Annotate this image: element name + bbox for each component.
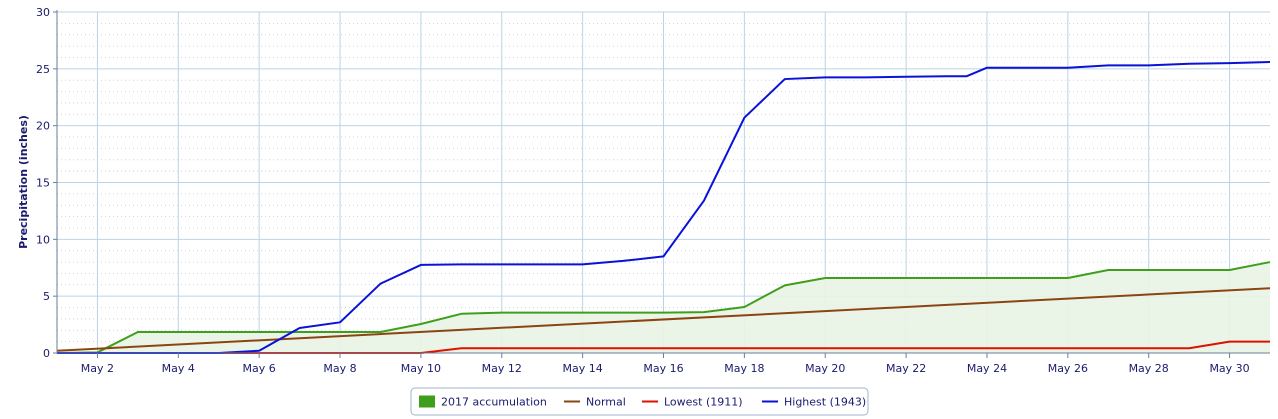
legend-label: Lowest (1911): [664, 396, 743, 409]
x-tick-label: May 18: [724, 362, 764, 375]
axes: 0 5 10 15 20 25 30 May 2 May 4 May 6 May 8 May 10 Ma…: [36, 6, 1270, 375]
x-tick-label: May 16: [643, 362, 683, 375]
legend-box: [410, 387, 869, 416]
legend-item-highest-1943[interactable]: Highest (1943): [762, 396, 866, 409]
legend-label: Highest (1943): [784, 396, 866, 409]
y-axis-label: Precipitation (inches): [17, 115, 30, 249]
series-area-2017-accumulation: [57, 262, 1270, 353]
y-tick-label: 5: [43, 290, 50, 303]
x-tick-label: May 30: [1209, 362, 1249, 375]
y-tick-label: 25: [36, 63, 50, 76]
legend-item-lowest-1911[interactable]: Lowest (1911): [642, 396, 743, 409]
x-tick-label: May 8: [323, 362, 356, 375]
x-tick-label: May 22: [886, 362, 926, 375]
x-tick-label: May 20: [805, 362, 845, 375]
y-tick-label: 10: [36, 233, 50, 246]
legend-item-normal[interactable]: Normal: [564, 396, 626, 409]
legend-label: 2017 accumulation: [441, 396, 547, 409]
legend-item-2017-accumulation[interactable]: 2017 accumulation: [419, 395, 547, 409]
y-tick-label: 0: [43, 347, 50, 360]
y-tick-label: 15: [36, 177, 50, 190]
legend[interactable]: 2017 accumulation Normal Lowest (1911) High…: [410, 387, 869, 416]
legend-swatch-2017-accumulation: [419, 395, 435, 408]
x-tick-label: May 12: [482, 362, 522, 375]
x-tick-label: May 26: [1048, 362, 1088, 375]
y-tick-label: 30: [36, 6, 50, 19]
x-tick-label: May 10: [401, 362, 441, 375]
x-tick-label: May 2: [81, 362, 114, 375]
x-tick-label: May 6: [243, 362, 276, 375]
y-tick-label: 20: [36, 120, 50, 133]
x-tick-label: May 28: [1129, 362, 1169, 375]
series-line-2017-accumulation: [56, 261, 1271, 354]
series-line-highest-1943: [57, 61, 1271, 354]
x-tick-label: May 14: [563, 362, 603, 375]
x-tick-label: May 24: [967, 362, 1007, 375]
series-line-normal: [56, 287, 1271, 352]
x-tick-label: May 4: [162, 362, 195, 375]
legend-label: Normal: [586, 396, 626, 409]
